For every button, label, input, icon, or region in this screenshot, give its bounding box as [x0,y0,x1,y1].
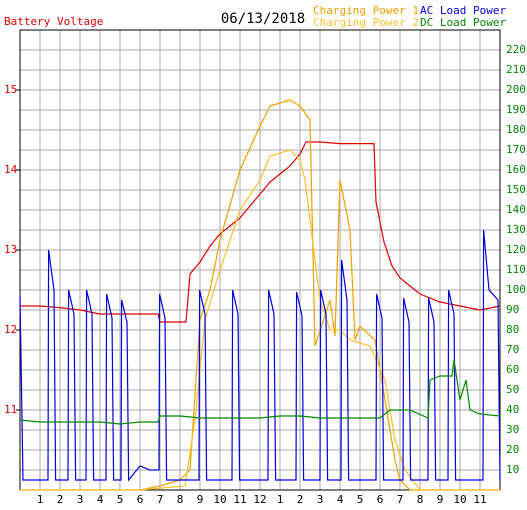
y2-tick-label: 100 [506,283,526,296]
y-tick-label: 12 [4,323,17,336]
y2-tick-label: 220 [506,43,526,56]
x-tick-label: 7 [157,493,164,506]
x-tick-label: 2 [57,493,64,506]
y-tick-label: 15 [4,83,17,96]
y-tick-label: 11 [4,403,17,416]
x-tick-label: 7 [397,493,404,506]
x-tick-label: 12 [253,493,266,506]
x-tick-label: 4 [337,493,344,506]
x-tick-label: 1 [277,493,284,506]
y2-tick-label: 10 [506,463,519,476]
series-line [20,141,501,323]
x-tick-label: 4 [97,493,104,506]
y2-tick-label: 80 [506,323,519,336]
plot-frame [19,29,501,491]
x-tick-label: 3 [77,493,84,506]
series-line [20,99,500,491]
x-tick-label: 6 [137,493,144,506]
y2-tick-label: 20 [506,443,519,456]
y2-tick-label: 190 [506,103,526,116]
series-line [19,359,501,425]
legend-entry: Charging Power 2 [313,16,419,29]
y2-tick-label: 70 [506,343,519,356]
legend-entry: Charging Power 1 [313,4,419,17]
series-line [19,229,501,482]
y2-tick-label: 170 [506,143,526,156]
y2-tick-label: 160 [506,163,526,176]
series-line [20,149,500,491]
x-tick-label: 5 [117,493,124,506]
x-tick-label: 8 [417,493,424,506]
x-tick-label: 11 [473,493,486,506]
y-tick-label: 14 [4,163,18,176]
x-tick-label: 3 [317,493,324,506]
y2-tick-label: 30 [506,423,519,436]
x-tick-label: 11 [233,493,246,506]
y2-tick-label: 140 [506,203,526,216]
y2-tick-label: 60 [506,363,519,376]
x-tick-label: 2 [297,493,304,506]
y-tick-label: 13 [4,243,17,256]
x-tick-label: 10 [453,493,466,506]
x-tick-label: 9 [437,493,444,506]
x-tick-label: 8 [177,493,184,506]
y2-tick-label: 210 [506,63,526,76]
x-tick-label: 1 [37,493,44,506]
legend-entry: Battery Voltage [4,15,103,28]
legend-entry: AC Load Power [420,4,506,17]
chart-title: 06/13/2018 [221,11,305,27]
y2-tick-label: 40 [506,403,519,416]
y2-tick-label: 50 [506,383,519,396]
x-tick-label: 9 [197,493,204,506]
y2-tick-label: 200 [506,83,526,96]
x-tick-label: 5 [357,493,364,506]
x-tick-label: 10 [213,493,226,506]
y2-tick-label: 90 [506,303,519,316]
y2-tick-label: 120 [506,243,526,256]
x-tick-label: 6 [377,493,384,506]
y2-tick-label: 180 [506,123,526,136]
legend-entry: DC Load Power [420,16,506,29]
y2-tick-label: 130 [506,223,526,236]
y2-tick-label: 110 [506,263,526,276]
y2-tick-label: 150 [506,183,526,196]
